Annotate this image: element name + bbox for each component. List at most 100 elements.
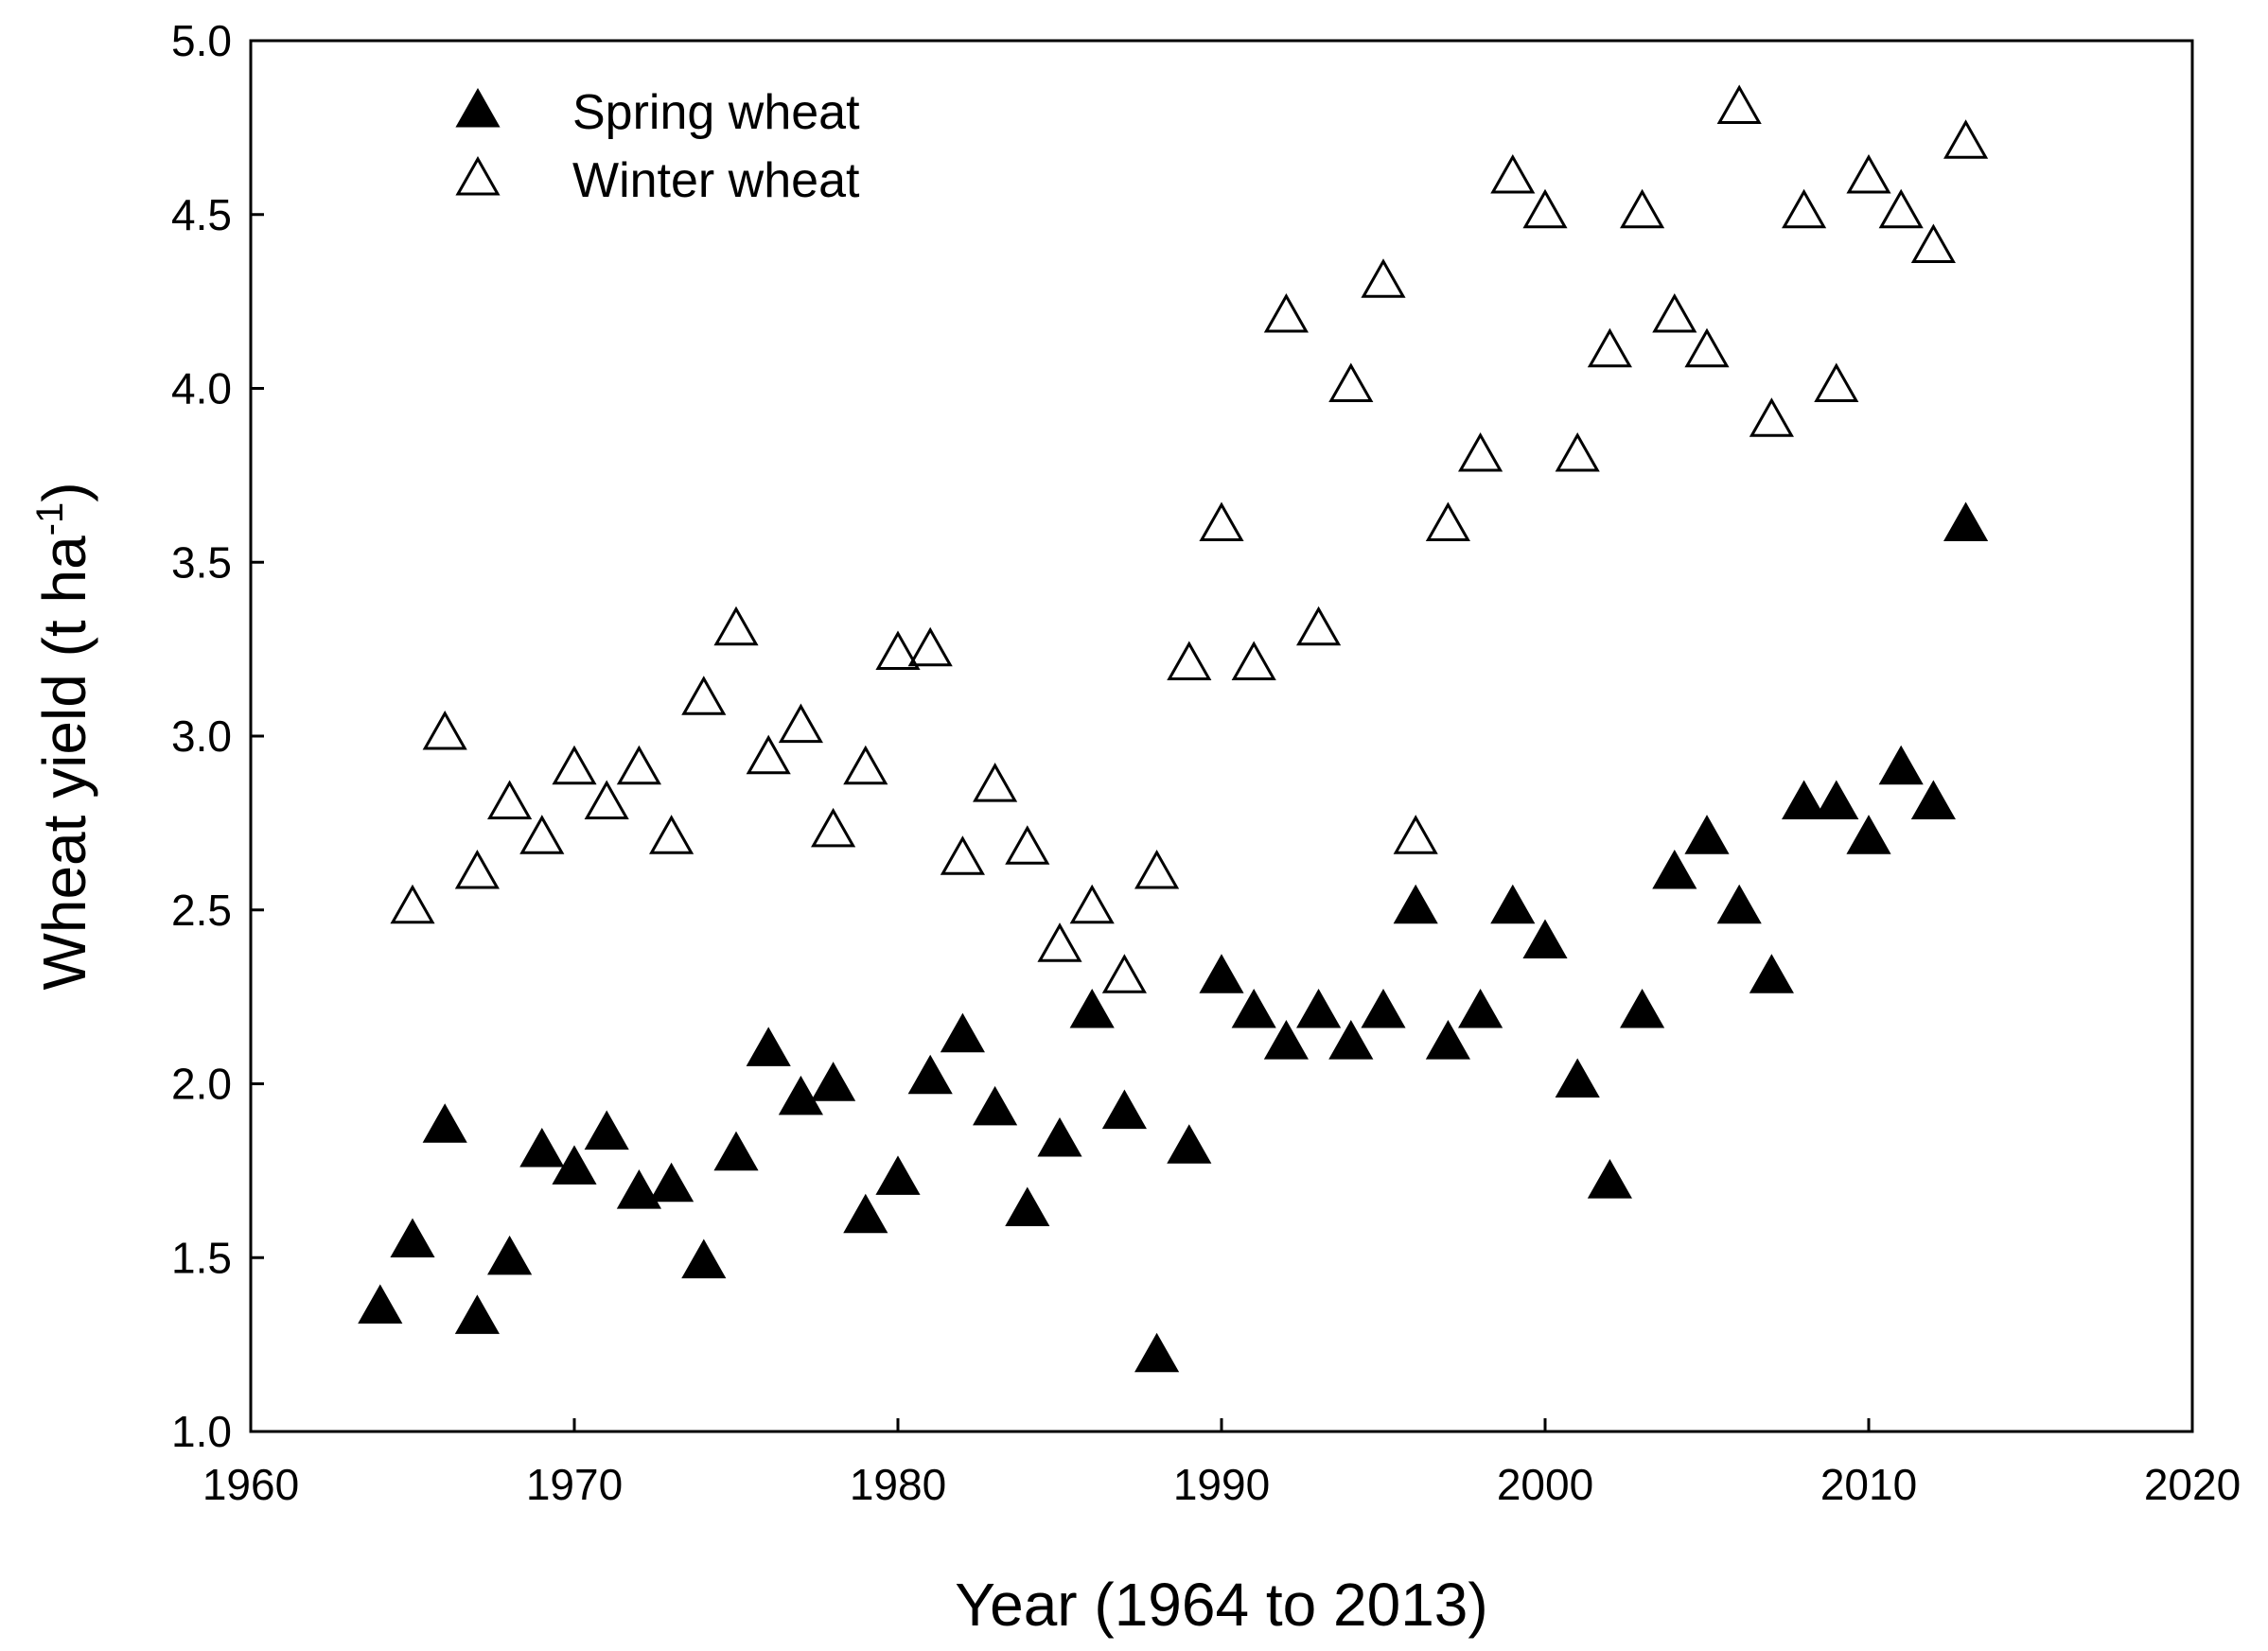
spring-wheat-point [552,1145,597,1185]
winter-wheat-point [649,815,694,854]
winter-wheat-point [1716,84,1762,124]
spring-wheat-point [1393,884,1438,924]
spring-wheat-point [1101,1089,1147,1130]
spring-wheat-point [1943,501,1989,541]
winter-wheat-point [1846,153,1891,194]
spring-wheat-point [584,1110,629,1150]
winter-wheat-point [843,745,888,785]
spring-wheat-point [1846,815,1891,854]
y-tick-label: 4.0 [171,364,232,413]
spring-wheat-point [1069,988,1115,1028]
winter-wheat-point [422,710,467,750]
y-axis-title: Wheat yield (t ha-1) [29,482,98,990]
winter-wheat-point [973,763,1018,802]
spring-wheat-point [616,1169,661,1209]
legend-winter-wheat-marker [455,155,501,196]
spring-wheat-point [746,1027,791,1066]
spring-wheat-point [1684,815,1730,854]
spring-wheat-point [358,1284,403,1324]
spring-wheat-point [1458,988,1503,1028]
y-tick-label: 3.5 [171,537,232,587]
spring-wheat-point [1749,954,1794,993]
spring-wheat-point [1782,780,1827,819]
spring-wheat-point [519,1127,565,1168]
winter-wheat-point [1782,188,1827,229]
spring-wheat-point [713,1131,759,1171]
spring-wheat-point [1199,954,1244,993]
winter-wheat-point [1555,431,1600,472]
spring-wheat-point [454,1294,500,1334]
winter-wheat-point [552,745,597,785]
winter-wheat-point [1910,223,1956,263]
winter-wheat-point [1361,258,1406,298]
winter-wheat-point [1296,606,1342,646]
winter-wheat-point [907,626,953,667]
spring-wheat-point [907,1054,953,1095]
winter-wheat-point [1458,431,1503,472]
winter-wheat-point [746,734,791,775]
x-tick-label: 1980 [850,1460,946,1509]
y-tick-label: 1.0 [171,1407,232,1456]
spring-wheat-point [390,1218,435,1257]
winter-wheat-point [875,630,921,670]
winter-wheat-point [1134,849,1180,889]
spring-wheat-point [778,1075,823,1115]
spring-wheat-point [1231,988,1276,1028]
y-tick-label: 1.5 [171,1233,232,1282]
spring-wheat-point [649,1162,694,1203]
winter-wheat-point [1005,825,1050,865]
spring-wheat-point [1620,988,1665,1028]
winter-wheat-point [616,745,661,785]
winter-wheat-point [1620,188,1665,229]
spring-wheat-point [1134,1332,1180,1373]
winter-wheat-point [1652,292,1697,333]
spring-wheat-point [1814,780,1859,819]
spring-wheat-point [1878,745,1924,785]
spring-wheat-point [681,1238,727,1279]
winter-wheat-point [454,849,500,889]
y-axis-title-main: Wheat yield (t ha [30,536,98,991]
spring-wheat-point [1263,1020,1309,1060]
spring-wheat-point [1490,884,1536,924]
x-tick-label: 2000 [1497,1460,1593,1509]
y-tick-label: 5.0 [171,16,232,65]
y-tick-label: 2.5 [171,886,232,935]
winter-wheat-point [1814,362,1859,402]
spring-wheat-point [1522,919,1568,958]
winter-wheat-point [1328,362,1374,402]
winter-wheat-point [778,703,823,744]
spring-wheat-point [1652,849,1697,889]
winter-wheat-point [1101,954,1147,993]
legend-winter-wheat-label: Winter wheat [572,153,860,208]
spring-wheat-point [1555,1058,1600,1098]
data-points [358,84,1989,1373]
winter-wheat-point [1069,884,1115,924]
spring-wheat-point [973,1085,1018,1126]
spring-wheat-point [1716,884,1762,924]
winter-wheat-point [1199,501,1244,541]
x-tick-label: 1960 [202,1460,299,1509]
spring-wheat-point [1425,1020,1470,1060]
winter-wheat-point [1684,327,1730,368]
spring-wheat-point [1328,1020,1374,1060]
spring-wheat-point [940,1012,985,1053]
spring-wheat-point [1167,1124,1212,1164]
winter-wheat-point [811,807,856,848]
x-axis-title: Year (1964 to 2013) [955,1571,1487,1639]
winter-wheat-point [1425,501,1470,541]
winter-wheat-point [1749,397,1794,437]
winter-wheat-point [1943,119,1989,159]
x-tick-label: 2020 [2144,1460,2241,1509]
legend: Spring wheat Winter wheat [455,85,860,208]
winter-wheat-point [487,780,533,819]
winter-wheat-point [713,606,759,646]
winter-wheat-point [1393,815,1438,854]
spring-wheat-point [1910,780,1956,819]
y-axis-title-close: ) [30,482,98,501]
spring-wheat-point [487,1235,533,1275]
x-tick-label: 2010 [1820,1460,1917,1509]
spring-wheat-point [843,1193,888,1234]
y-tick-label: 4.5 [171,190,232,239]
spring-wheat-point [1296,988,1342,1028]
